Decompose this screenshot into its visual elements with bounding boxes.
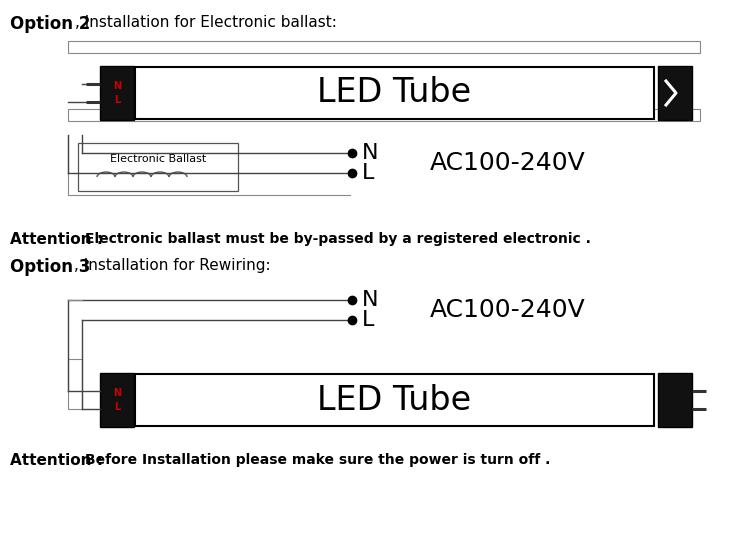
Bar xyxy=(100,373,134,427)
Bar xyxy=(100,66,134,120)
Text: Option 2: Option 2 xyxy=(10,15,90,33)
Text: LED Tube: LED Tube xyxy=(317,384,472,417)
Text: N: N xyxy=(362,143,379,163)
Text: Electronic ballast must be by-passed by a registered electronic .: Electronic ballast must be by-passed by … xyxy=(85,232,591,246)
Text: L: L xyxy=(362,310,374,330)
Text: N: N xyxy=(113,81,121,91)
Bar xyxy=(658,66,692,120)
Bar xyxy=(135,67,654,119)
Text: Attention :: Attention : xyxy=(10,232,108,247)
Text: N: N xyxy=(113,388,121,398)
Text: L: L xyxy=(114,95,120,105)
Text: Option 3: Option 3 xyxy=(10,258,90,276)
Text: Attention :: Attention : xyxy=(10,453,108,468)
Text: LED Tube: LED Tube xyxy=(317,76,472,110)
Text: N: N xyxy=(362,290,379,310)
Text: Electronic Ballast: Electronic Ballast xyxy=(110,154,206,164)
Bar xyxy=(68,41,700,53)
Bar xyxy=(68,359,82,409)
Bar xyxy=(68,109,700,121)
Text: , Installation for Rewiring:: , Installation for Rewiring: xyxy=(74,258,271,273)
Bar xyxy=(135,374,654,426)
Bar xyxy=(658,373,692,427)
Text: AC100-240V: AC100-240V xyxy=(430,298,586,322)
Text: L: L xyxy=(362,163,374,183)
Text: , Installation for Electronic ballast:: , Installation for Electronic ballast: xyxy=(75,15,337,30)
Text: Before Installation please make sure the power is turn off .: Before Installation please make sure the… xyxy=(85,453,550,467)
Text: AC100-240V: AC100-240V xyxy=(430,151,586,175)
Bar xyxy=(78,143,238,191)
Text: L: L xyxy=(114,402,120,412)
